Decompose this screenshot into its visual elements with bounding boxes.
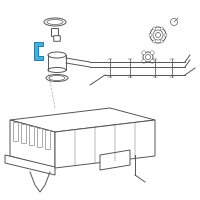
Circle shape — [149, 33, 152, 36]
Ellipse shape — [48, 68, 66, 72]
Circle shape — [150, 27, 166, 43]
FancyBboxPatch shape — [14, 122, 18, 142]
Circle shape — [150, 51, 154, 55]
Ellipse shape — [44, 18, 66, 26]
Circle shape — [153, 40, 156, 43]
FancyBboxPatch shape — [52, 28, 58, 36]
Polygon shape — [5, 155, 55, 175]
Ellipse shape — [46, 74, 68, 82]
Circle shape — [153, 30, 163, 40]
Circle shape — [156, 32, 160, 38]
Circle shape — [160, 27, 163, 30]
Polygon shape — [100, 150, 130, 170]
Ellipse shape — [48, 52, 66, 58]
FancyBboxPatch shape — [38, 129, 42, 148]
Ellipse shape — [47, 20, 63, 24]
FancyBboxPatch shape — [46, 130, 50, 150]
Circle shape — [143, 52, 153, 62]
Ellipse shape — [49, 75, 65, 80]
Polygon shape — [34, 42, 43, 60]
Circle shape — [160, 40, 163, 43]
Polygon shape — [55, 120, 155, 168]
Circle shape — [153, 27, 156, 30]
FancyBboxPatch shape — [54, 36, 60, 41]
Circle shape — [146, 54, 151, 60]
FancyBboxPatch shape — [30, 127, 35, 146]
FancyBboxPatch shape — [22, 124, 26, 144]
Circle shape — [164, 33, 167, 36]
Circle shape — [150, 59, 154, 63]
Circle shape — [170, 19, 178, 25]
Polygon shape — [10, 120, 55, 168]
Circle shape — [142, 51, 146, 55]
Polygon shape — [10, 108, 155, 132]
Circle shape — [142, 59, 146, 63]
